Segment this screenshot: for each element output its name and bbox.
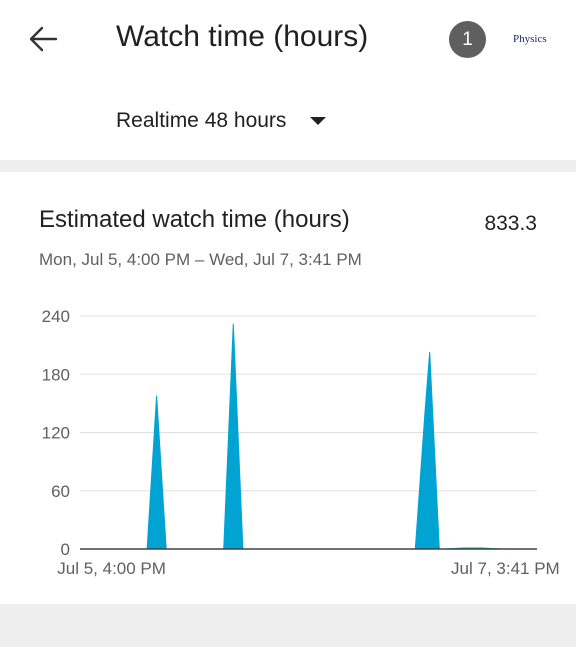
y-tick-label: 0 — [61, 540, 70, 559]
watch-time-card: Estimated watch time (hours) 833.3 Mon, … — [0, 172, 576, 604]
arrow-left-icon — [29, 26, 58, 52]
card-title: Estimated watch time (hours) — [39, 206, 350, 233]
channel-logo[interactable]: Physics — [513, 33, 547, 45]
back-button[interactable] — [28, 24, 60, 54]
range-dropdown[interactable]: Realtime 48 hours — [116, 105, 327, 137]
watch-time-area — [80, 323, 502, 550]
y-tick-label: 120 — [42, 424, 70, 443]
watch-time-chart: 0 60 120 180 240 Jul 5, 4:00 PM Jul 7, 3:41 PM — [42, 307, 560, 578]
page-title: Watch time (hours) — [116, 20, 369, 53]
y-tick-label: 180 — [42, 365, 70, 384]
x-tick-label: Jul 7, 3:41 PM — [451, 559, 560, 578]
card-date-range: Mon, Jul 5, 4:00 PM – Wed, Jul 7, 3:41 P… — [39, 250, 362, 269]
notification-badge[interactable]: 1 — [449, 21, 486, 58]
bottom-band — [0, 604, 576, 647]
app-header: Watch time (hours) 1 Physics — [0, 0, 576, 84]
y-tick-label: 60 — [51, 482, 70, 501]
card-total-value: 833.3 — [484, 212, 537, 235]
caret-down-icon — [310, 117, 327, 125]
x-tick-label: Jul 5, 4:00 PM — [57, 559, 166, 578]
section-divider — [0, 160, 576, 172]
range-dropdown-label: Realtime 48 hours — [116, 109, 287, 132]
y-tick-label: 240 — [42, 307, 70, 326]
